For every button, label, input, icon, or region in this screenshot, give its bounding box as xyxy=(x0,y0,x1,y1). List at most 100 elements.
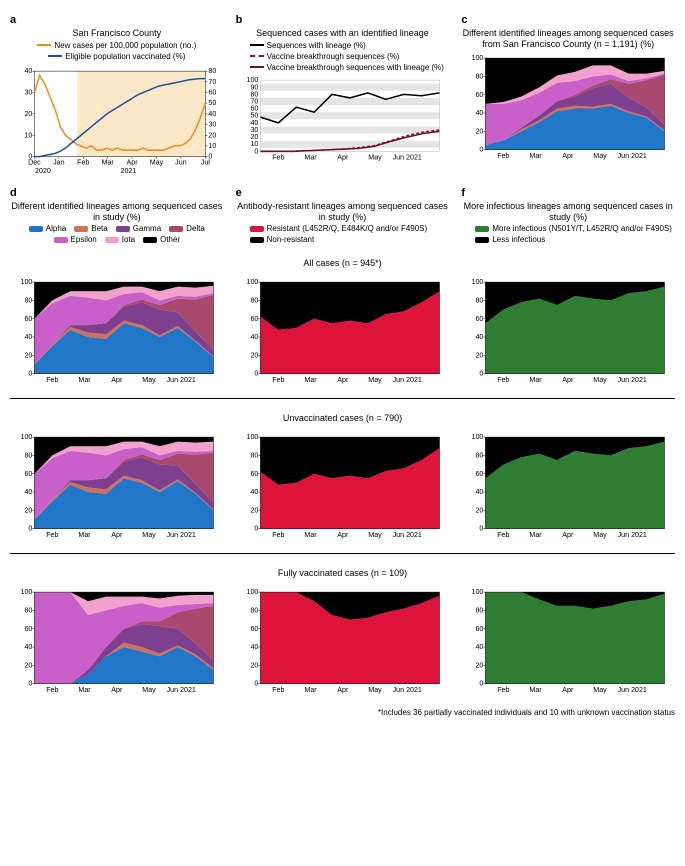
svg-text:Mar: Mar xyxy=(78,686,91,694)
svg-text:May: May xyxy=(594,531,608,539)
section-unvacc: Unvaccinated cases (n = 790) xyxy=(10,413,675,423)
chart-d-fully: 020406080100FebMarAprMayJun 2021 xyxy=(10,586,224,698)
svg-text:20: 20 xyxy=(476,662,484,670)
svg-text:0: 0 xyxy=(480,680,484,688)
svg-text:Mar: Mar xyxy=(304,531,317,539)
panel-b: b Sequenced cases with an identified lin… xyxy=(236,10,450,175)
svg-text:40: 40 xyxy=(476,488,484,496)
svg-text:Feb: Feb xyxy=(46,376,58,384)
svg-text:May: May xyxy=(142,686,156,694)
section-fully: Fully vaccinated cases (n = 109) xyxy=(10,568,675,578)
svg-text:Feb: Feb xyxy=(272,686,284,694)
svg-text:Dec: Dec xyxy=(28,159,41,167)
svg-text:May: May xyxy=(368,153,382,161)
svg-text:20: 20 xyxy=(476,507,484,515)
svg-text:20: 20 xyxy=(250,352,258,360)
svg-text:Apr: Apr xyxy=(563,151,575,159)
svg-text:80: 80 xyxy=(250,607,258,615)
chart-f-all: 020406080100FebMarAprMayJun 2021 xyxy=(461,276,675,388)
svg-text:Feb: Feb xyxy=(77,159,89,167)
svg-text:70: 70 xyxy=(250,97,258,105)
chart-e-unvacc: 020406080100FebMarAprMayJun 2021 xyxy=(236,431,450,543)
svg-text:Jan: Jan xyxy=(53,159,65,167)
svg-text:40: 40 xyxy=(476,643,484,651)
panel-d-legend: AlphaBetaGammaDeltaEpsilonIotaOther xyxy=(10,224,224,244)
svg-text:Feb: Feb xyxy=(46,531,58,539)
svg-text:Apr: Apr xyxy=(563,376,575,384)
svg-text:60: 60 xyxy=(24,315,32,323)
svg-text:May: May xyxy=(368,376,382,384)
panel-f-title: More infectious lineages among sequenced… xyxy=(461,201,675,223)
svg-text:60: 60 xyxy=(476,470,484,478)
svg-text:40: 40 xyxy=(476,109,484,117)
svg-text:Feb: Feb xyxy=(498,686,510,694)
svg-text:Feb: Feb xyxy=(272,376,284,384)
svg-text:Apr: Apr xyxy=(337,531,349,539)
svg-text:40: 40 xyxy=(208,110,216,118)
svg-text:30: 30 xyxy=(24,88,32,96)
svg-text:Mar: Mar xyxy=(78,376,91,384)
panel-a-chart: 01020304001020304050607080DecJanFebMarAp… xyxy=(10,63,224,175)
svg-text:Mar: Mar xyxy=(304,153,317,161)
svg-text:Apr: Apr xyxy=(337,376,349,384)
svg-text:Jun 2021: Jun 2021 xyxy=(392,686,421,694)
svg-text:Jun 2021: Jun 2021 xyxy=(618,531,647,539)
svg-text:May: May xyxy=(142,531,156,539)
svg-text:100: 100 xyxy=(246,588,258,596)
svg-text:Apr: Apr xyxy=(337,686,349,694)
svg-text:80: 80 xyxy=(24,607,32,615)
svg-text:Jun 2021: Jun 2021 xyxy=(618,686,647,694)
svg-text:Mar: Mar xyxy=(304,376,317,384)
panel-d-label: d xyxy=(10,187,17,199)
svg-text:20: 20 xyxy=(250,133,258,141)
section-all: All cases (n = 945*) xyxy=(10,258,675,268)
svg-text:40: 40 xyxy=(24,488,32,496)
svg-text:20: 20 xyxy=(250,662,258,670)
svg-text:60: 60 xyxy=(24,470,32,478)
svg-text:100: 100 xyxy=(246,278,258,286)
svg-text:100: 100 xyxy=(246,433,258,441)
panel-b-title: Sequenced cases with an identified linea… xyxy=(236,28,450,39)
svg-text:20: 20 xyxy=(476,127,484,135)
svg-text:0: 0 xyxy=(28,680,32,688)
panel-b-label: b xyxy=(236,14,243,26)
svg-text:0: 0 xyxy=(480,145,484,153)
svg-text:Jun 2021: Jun 2021 xyxy=(392,376,421,384)
svg-text:Feb: Feb xyxy=(498,376,510,384)
svg-text:100: 100 xyxy=(472,54,484,62)
svg-text:0: 0 xyxy=(28,525,32,533)
svg-text:60: 60 xyxy=(250,104,258,112)
panel-e-legend: Resistant (L452R/Q, E484K/Q and/or F490S… xyxy=(250,224,450,244)
line-swatch xyxy=(250,55,264,57)
svg-text:Jun 2021: Jun 2021 xyxy=(167,531,196,539)
svg-text:Mar: Mar xyxy=(530,531,543,539)
chart-d-unvacc: 020406080100FebMarAprMayJun 2021 xyxy=(10,431,224,543)
svg-text:Jun: Jun xyxy=(175,159,187,167)
panel-f-header: f More infectious lineages among sequenc… xyxy=(461,183,675,247)
chart-f-fully: 020406080100FebMarAprMayJun 2021 xyxy=(461,586,675,698)
svg-text:2021: 2021 xyxy=(121,167,137,175)
svg-text:0: 0 xyxy=(254,370,258,378)
svg-text:May: May xyxy=(594,151,608,159)
svg-text:60: 60 xyxy=(476,315,484,323)
svg-text:Feb: Feb xyxy=(272,153,284,161)
svg-text:100: 100 xyxy=(472,433,484,441)
svg-text:80: 80 xyxy=(250,90,258,98)
svg-text:60: 60 xyxy=(476,625,484,633)
svg-text:40: 40 xyxy=(476,333,484,341)
chart-f-unvacc: 020406080100FebMarAprMayJun 2021 xyxy=(461,431,675,543)
chart-e-all: 020406080100FebMarAprMayJun 2021 xyxy=(236,276,450,388)
svg-text:0: 0 xyxy=(480,525,484,533)
svg-text:10: 10 xyxy=(24,131,32,139)
svg-text:100: 100 xyxy=(472,588,484,596)
svg-text:Jun 2021: Jun 2021 xyxy=(392,153,421,161)
svg-text:10: 10 xyxy=(208,142,216,150)
svg-text:20: 20 xyxy=(24,507,32,515)
panel-c: c Different identified lineages among se… xyxy=(461,10,675,175)
svg-text:60: 60 xyxy=(250,315,258,323)
chart-d-all: 020406080100FebMarAprMayJun 2021 xyxy=(10,276,224,388)
svg-text:20: 20 xyxy=(250,507,258,515)
svg-text:0: 0 xyxy=(254,147,258,155)
panel-a-label: a xyxy=(10,14,16,26)
svg-text:Feb: Feb xyxy=(498,151,510,159)
